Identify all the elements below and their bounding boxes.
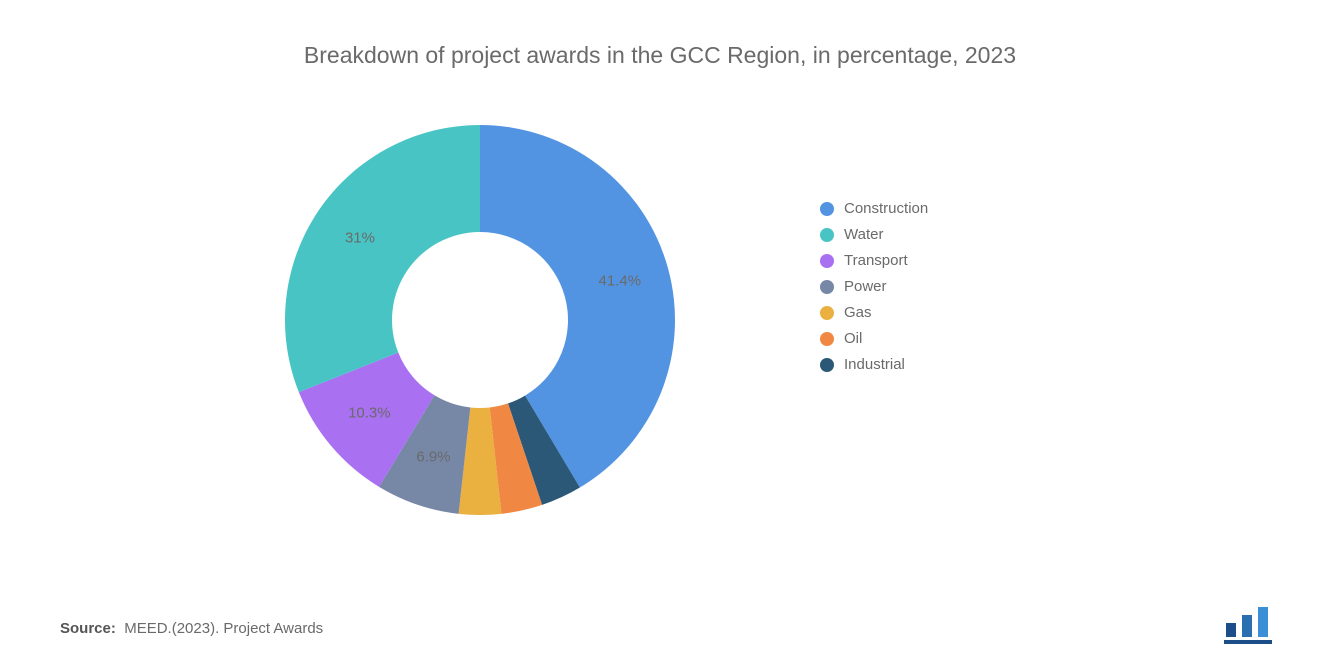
legend-swatch (820, 254, 834, 268)
legend-swatch (820, 228, 834, 242)
legend-item-industrial: Industrial (820, 356, 928, 373)
legend-label: Gas (844, 304, 872, 321)
legend-item-construction: Construction (820, 200, 928, 217)
legend-swatch (820, 358, 834, 372)
legend-swatch (820, 202, 834, 216)
source-text: MEED.(2023). Project Awards (124, 620, 323, 637)
legend-label: Water (844, 226, 883, 243)
donut-slice-water (285, 125, 480, 392)
donut-chart: 41.4% 6.9% 10.3% 31% (260, 100, 700, 540)
legend-label: Construction (844, 200, 928, 217)
legend-item-oil: Oil (820, 330, 928, 347)
legend-label: Transport (844, 252, 908, 269)
legend-label: Industrial (844, 356, 905, 373)
source-attribution: Source: MEED.(2023). Project Awards (60, 620, 323, 637)
legend-item-water: Water (820, 226, 928, 243)
slice-label-construction: 41.4% (599, 272, 642, 289)
brand-logo (1220, 607, 1280, 647)
legend-swatch (820, 280, 834, 294)
legend-item-gas: Gas (820, 304, 928, 321)
slice-label-water: 31% (345, 230, 375, 247)
chart-title: Breakdown of project awards in the GCC R… (0, 42, 1320, 69)
legend-label: Power (844, 278, 887, 295)
legend-swatch (820, 332, 834, 346)
legend: Construction Water Transport Power Gas Oil Ind… (820, 200, 928, 373)
legend-label: Oil (844, 330, 862, 347)
legend-item-transport: Transport (820, 252, 928, 269)
legend-swatch (820, 306, 834, 320)
slice-label-transport: 10.3% (348, 405, 391, 422)
source-prefix: Source: (60, 620, 116, 637)
legend-item-power: Power (820, 278, 928, 295)
slice-label-power: 6.9% (416, 448, 450, 465)
